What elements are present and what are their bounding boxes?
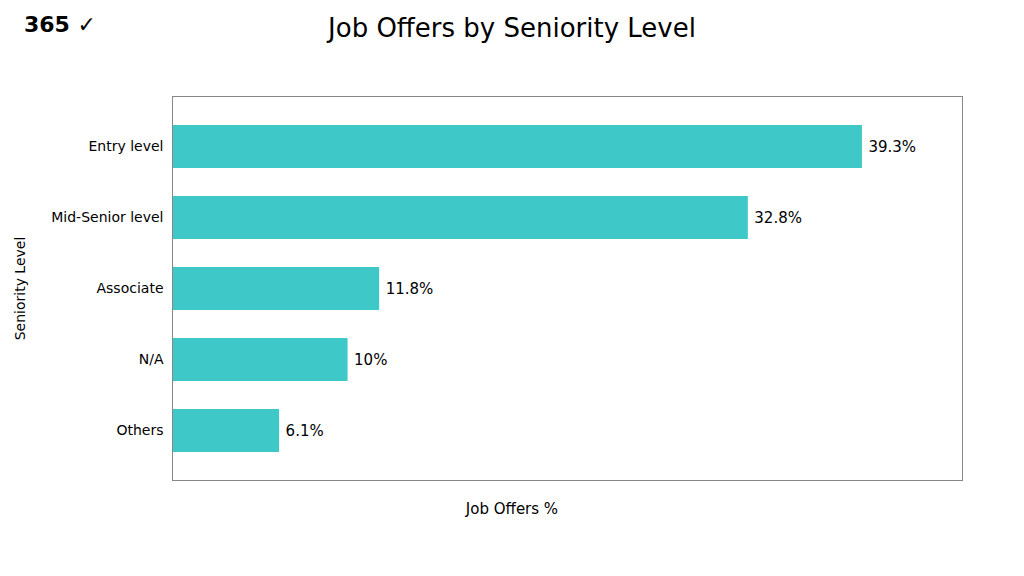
svg-text:Mid-Senior level: Mid-Senior level [51,209,163,225]
svg-text:39.3%: 39.3% [868,138,916,156]
svg-text:11.8%: 11.8% [386,280,434,298]
svg-text:Others: Others [116,422,163,438]
svg-text:Seniority Level: Seniority Level [12,237,28,341]
html-text:365 ✓: 365 ✓ [24,12,96,37]
svg-text:32.8%: 32.8% [754,209,802,227]
html-text:Job Offers %: Job Offers % [465,500,559,518]
svg-text:10%: 10% [354,351,387,369]
svg-text:Associate: Associate [97,280,164,296]
svg-text:N/A: N/A [139,351,164,367]
svg-text:Entry level: Entry level [89,138,164,154]
svg-text:6.1%: 6.1% [286,422,324,440]
html-text:Job Offers by Seniority Level: Job Offers by Seniority Level [328,13,696,43]
